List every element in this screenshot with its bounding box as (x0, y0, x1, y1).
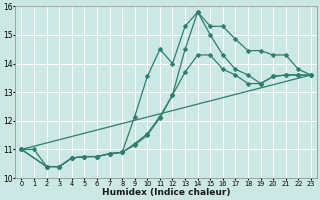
X-axis label: Humidex (Indice chaleur): Humidex (Indice chaleur) (102, 188, 230, 197)
